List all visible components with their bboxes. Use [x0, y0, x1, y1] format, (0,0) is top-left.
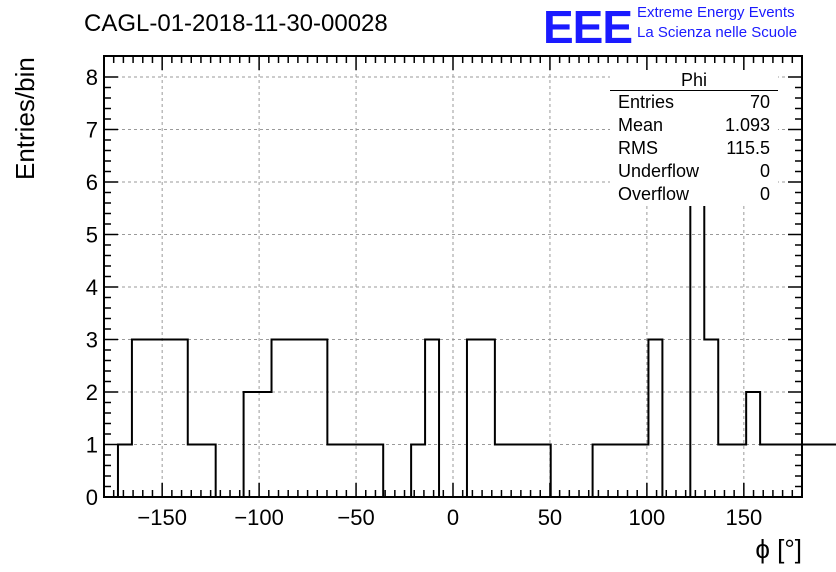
x-tick-label: −100 [234, 505, 284, 530]
stats-value: 0 [759, 161, 770, 181]
histogram-bin [607, 445, 621, 498]
y-tick-label: 8 [86, 65, 98, 90]
x-tick-label: −150 [137, 505, 187, 530]
stats-label: Mean [618, 115, 664, 135]
x-tick-label: −50 [337, 505, 374, 530]
stats-value: 115.5 [726, 138, 770, 158]
stats-value: 0 [759, 184, 770, 204]
histogram-bin [523, 445, 537, 498]
histogram-bin [146, 340, 160, 498]
histogram-bin [118, 445, 132, 498]
logo-text-line2: La Scienza nelle Scuole [637, 24, 798, 41]
histogram-bin [313, 340, 327, 498]
histogram-bin [593, 445, 607, 498]
histogram-bin [327, 445, 341, 498]
histogram-bin [481, 340, 495, 498]
stats-row: RMS 115.5 [610, 137, 778, 160]
histogram-bin [299, 340, 313, 498]
x-tick-label: 0 [447, 505, 459, 530]
stats-label: Underflow [618, 161, 700, 181]
histogram-bin [174, 340, 188, 498]
stats-label: RMS [618, 138, 658, 158]
x-tick-label: 50 [538, 505, 562, 530]
axis-ticks [104, 56, 802, 498]
histogram-bin [132, 340, 146, 498]
histogram-bin [509, 445, 523, 498]
histogram-bin [369, 445, 383, 498]
histogram-bin [202, 445, 216, 498]
histogram-bin [341, 445, 355, 498]
histogram-bin [760, 445, 774, 498]
y-tick-label: 0 [86, 485, 98, 510]
stats-value: 1.093 [724, 115, 770, 135]
histogram-bin [467, 340, 481, 498]
y-tick-label: 4 [86, 275, 98, 300]
histogram-bin [537, 445, 551, 498]
histogram-bin [258, 392, 272, 497]
histogram-bin [425, 340, 439, 498]
stats-row: Entries 70 [610, 91, 778, 114]
stats-title: Phi [610, 70, 778, 91]
histogram-bin [411, 445, 425, 498]
stats-value: 70 [749, 92, 770, 112]
stats-row: Underflow 0 [610, 160, 778, 183]
x-tick-labels: −150 −100 −50 0 50 100 150 [137, 505, 762, 530]
histogram-bin [621, 445, 635, 498]
stats-row: Overflow 0 [610, 183, 778, 206]
chart-title: CAGL-01-2018-11-30-00028 [84, 10, 388, 37]
histogram-bin [272, 340, 286, 498]
histogram-bin [830, 445, 836, 498]
stats-label: Entries [618, 92, 675, 112]
y-axis-label: Entries/bin [10, 57, 40, 180]
y-tick-label: 2 [86, 380, 98, 405]
y-tick-label: 6 [86, 170, 98, 195]
histogram-bin [788, 445, 802, 498]
x-tick-label: 100 [629, 505, 666, 530]
histogram-bin [718, 445, 732, 498]
histogram-bin [285, 340, 299, 498]
histogram-bin [495, 445, 509, 498]
logo-text-line1: Extreme Energy Events [637, 4, 795, 21]
histogram-bin [704, 340, 718, 498]
histogram-bin [188, 445, 202, 498]
histogram-bin [774, 445, 788, 498]
stats-label: Overflow [618, 184, 690, 204]
histogram-bin [802, 445, 816, 498]
eee-logo-mark: EEE [543, 1, 633, 53]
grid-lines [104, 56, 802, 497]
stats-box: Phi Entries 70 Mean 1.093 RMS 115.5 Unde… [610, 70, 778, 206]
y-tick-labels: 0 1 2 3 4 5 6 7 8 [86, 65, 98, 510]
histogram-bin [355, 445, 369, 498]
histogram-bin [816, 445, 830, 498]
x-tick-label: 150 [725, 505, 762, 530]
y-tick-label: 5 [86, 223, 98, 248]
stats-row: Mean 1.093 [610, 114, 778, 137]
y-tick-label: 7 [86, 118, 98, 143]
x-axis-label: ϕ [°] [755, 534, 802, 564]
y-tick-label: 1 [86, 433, 98, 458]
histogram-bin [648, 340, 662, 498]
y-tick-label: 3 [86, 328, 98, 353]
